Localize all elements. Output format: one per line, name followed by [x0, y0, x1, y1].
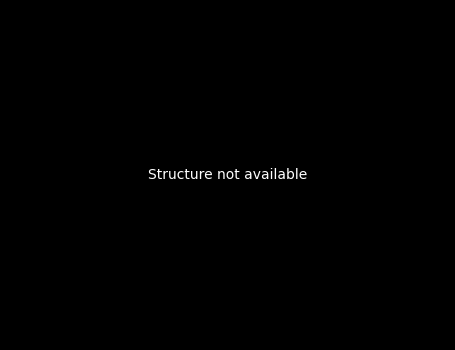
Text: Structure not available: Structure not available [148, 168, 307, 182]
